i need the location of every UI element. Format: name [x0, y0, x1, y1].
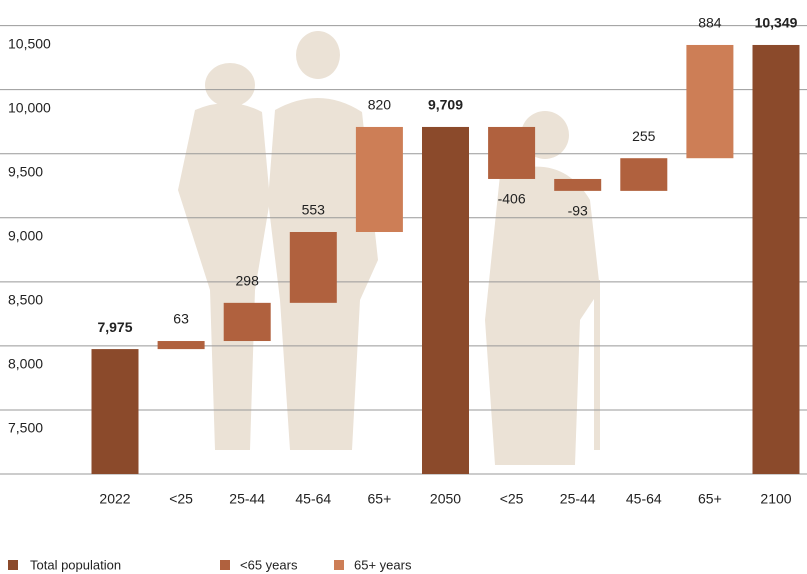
x-tick-label: 45-64 [626, 491, 662, 507]
bar [620, 158, 668, 191]
value-label: 553 [302, 202, 326, 218]
y-tick-label: 9,000 [8, 227, 43, 243]
x-tick-label: 45-64 [295, 491, 331, 507]
value-label: 10,349 [755, 15, 798, 31]
bar [91, 349, 139, 474]
x-tick-label: 65+ [698, 491, 722, 507]
bar [289, 232, 337, 303]
x-tick-label: <25 [500, 491, 524, 507]
value-label: 7,975 [97, 319, 132, 335]
bar [686, 44, 734, 159]
legend-label: Total population [30, 557, 121, 572]
bar [554, 178, 602, 191]
x-tick-label: 25-44 [560, 491, 596, 507]
silhouettes [178, 31, 600, 465]
x-tick-label: 2022 [99, 491, 130, 507]
bar [223, 302, 271, 342]
legend: Total population <65 years 65+ years [8, 557, 412, 572]
bar [157, 341, 205, 350]
value-label: 255 [632, 128, 656, 144]
legend-label: <65 years [240, 557, 298, 572]
value-label: -93 [568, 203, 588, 219]
value-label: -406 [498, 191, 526, 207]
value-label: 884 [698, 15, 722, 31]
x-tick-label: 2050 [430, 491, 461, 507]
bar [422, 126, 469, 474]
y-tick-label: 8,500 [8, 292, 43, 308]
y-tick-label: 9,500 [8, 163, 43, 179]
bar [355, 126, 403, 233]
y-tick-label: 7,500 [8, 420, 43, 436]
legend-swatch [220, 560, 230, 570]
value-label: 63 [173, 311, 189, 327]
value-label: 298 [236, 273, 260, 289]
value-label: 9,709 [428, 97, 463, 113]
y-tick-label: 8,000 [8, 356, 43, 372]
bar [752, 44, 800, 475]
legend-swatch [8, 560, 18, 570]
bar [488, 126, 536, 179]
x-tick-label: <25 [169, 491, 193, 507]
y-tick-label: 10,500 [8, 35, 51, 51]
value-label: 820 [368, 97, 392, 113]
legend-label: 65+ years [354, 557, 412, 572]
x-tick-label: 25-44 [229, 491, 265, 507]
x-tick-label: 65+ [368, 491, 392, 507]
x-tick-label: 2100 [760, 491, 791, 507]
y-tick-label: 10,000 [8, 99, 51, 115]
legend-swatch [334, 560, 344, 570]
